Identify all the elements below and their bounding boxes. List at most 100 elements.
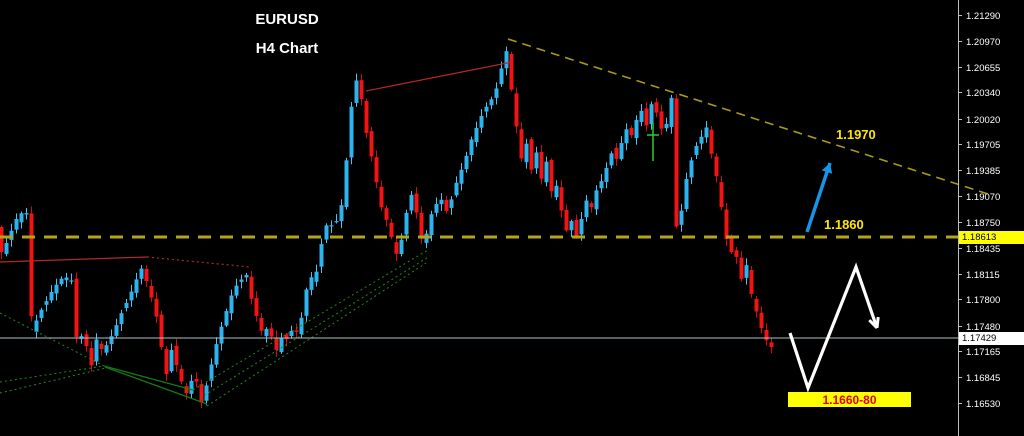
candle-body [429, 214, 434, 236]
green-pattern-line[interactable] [0, 367, 107, 394]
red-pattern-line[interactable] [365, 61, 513, 92]
candle-body [149, 285, 154, 298]
candle-body [389, 222, 394, 238]
candle-body [434, 204, 439, 213]
candle-body [704, 127, 709, 138]
candle-body [154, 298, 159, 317]
candle-body [119, 313, 124, 325]
red-pattern-line[interactable] [0, 256, 148, 263]
descending-trendline[interactable] [507, 38, 989, 195]
green-pattern-line[interactable] [199, 255, 431, 399]
candle-body [729, 238, 734, 252]
candle-body [269, 328, 274, 337]
axis-tick-label: 1.20970 [966, 37, 1000, 48]
candle-body [344, 160, 349, 208]
candle-body [489, 99, 494, 106]
red-pattern-line[interactable] [146, 256, 251, 268]
green-pattern-line[interactable] [103, 365, 194, 391]
candle-body [104, 345, 109, 353]
candle-body [324, 225, 329, 240]
candle-body [504, 51, 509, 69]
candle-body [584, 200, 589, 218]
candle-body [74, 278, 79, 338]
candle-body [109, 336, 114, 344]
candle-body [414, 193, 419, 213]
axis-tick-label: 1.18435 [966, 244, 1000, 255]
candle-body [634, 119, 639, 139]
candle-body [254, 298, 259, 316]
candle-body [684, 179, 689, 210]
candle-body [599, 181, 604, 189]
candle-body [544, 161, 549, 183]
blue-arrow-head-icon[interactable] [821, 163, 833, 174]
candle-body [194, 379, 199, 382]
target-price-label: 1.1970 [836, 127, 876, 142]
candle-body [284, 334, 289, 340]
blue-projection-arrow[interactable] [805, 162, 832, 233]
candle-body [574, 219, 579, 236]
candle-body [509, 53, 514, 90]
price-axis-scale[interactable] [958, 0, 1024, 436]
candle-body [644, 108, 649, 126]
axis-tick-label: 1.18115 [966, 270, 1000, 281]
candle-body [314, 271, 319, 282]
candle-body [169, 350, 174, 372]
candle-body [484, 106, 489, 112]
candle-body [694, 145, 699, 155]
candle-body [739, 257, 744, 279]
green-pattern-line[interactable] [206, 262, 427, 407]
green-pattern-line[interactable] [192, 249, 429, 391]
candle-body [549, 159, 554, 192]
candle-body [339, 205, 344, 222]
candle-body [449, 199, 454, 208]
candle-body [379, 186, 384, 208]
candle-body [524, 143, 529, 163]
candle-body [514, 93, 519, 127]
candle-body [669, 97, 674, 127]
candle-body [184, 386, 189, 394]
candle-body [54, 284, 59, 294]
axis-tick-label: 1.17800 [966, 295, 1000, 306]
support-zone-label: 1.1660-80 [788, 392, 911, 407]
candle-body [654, 102, 659, 113]
candle-body [144, 268, 149, 282]
bid-price-tag: 1.17429 [959, 331, 1024, 345]
candle-body [14, 218, 19, 230]
candle-body [749, 270, 754, 294]
candle-body [639, 110, 644, 122]
candle-body [309, 277, 314, 290]
candle-body [659, 111, 664, 129]
candle-body [94, 339, 99, 362]
axis-tick-label: 1.18750 [966, 218, 1000, 229]
candle-body [479, 115, 484, 128]
candle-body [699, 136, 704, 144]
white-arrow-head-icon[interactable] [875, 316, 880, 329]
candle-body [724, 209, 729, 240]
axis-tick-label: 1.20655 [966, 63, 1000, 74]
chart-title-block: EURUSD H4 Chart [232, 12, 342, 57]
candle-body [329, 225, 334, 227]
candle-body [224, 311, 229, 326]
white-zigzag-arrow[interactable] [788, 262, 879, 393]
candle-body [239, 279, 244, 282]
candle-body [494, 88, 499, 98]
candle-body [409, 194, 414, 211]
candle-body [214, 344, 219, 365]
axis-tick-label: 1.17480 [966, 322, 1000, 333]
candle-body [419, 212, 424, 239]
candle-body [289, 330, 294, 337]
axis-tick-label: 1.19070 [966, 192, 1000, 203]
candle-body [139, 268, 144, 279]
axis-tick-label: 1.16530 [966, 399, 1000, 410]
candle-body [474, 127, 479, 143]
green-pattern-line[interactable] [0, 365, 105, 383]
candle-body [604, 167, 609, 182]
green-pattern-line[interactable] [104, 366, 208, 405]
candle-body [244, 274, 249, 278]
candle-body [404, 212, 409, 235]
candle-body [274, 337, 279, 350]
candle-body [9, 230, 14, 240]
candle-body [499, 68, 504, 85]
